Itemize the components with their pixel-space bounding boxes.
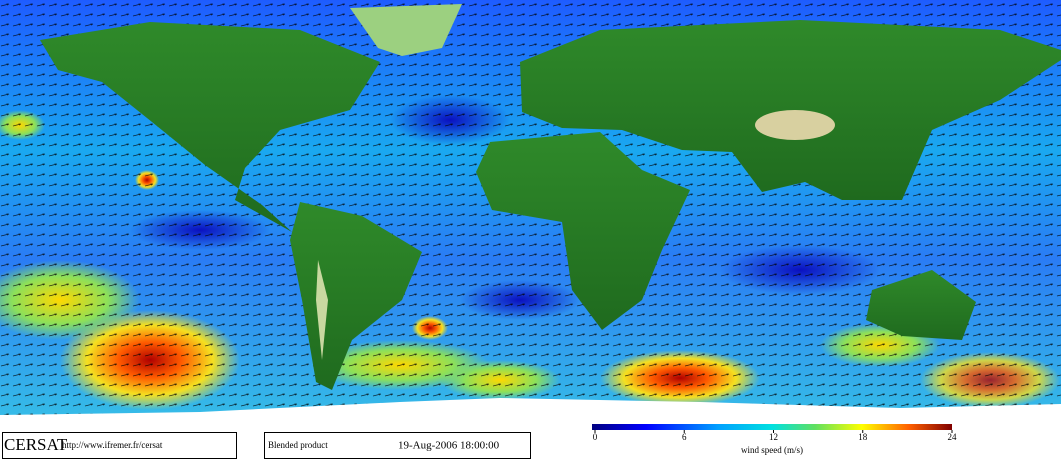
andes: [316, 260, 328, 360]
product: Blended product: [268, 440, 328, 450]
date: 19-Aug-2006 18:00:00: [398, 440, 500, 452]
logo-box: [2, 432, 237, 459]
logo: CERSAT: [4, 435, 68, 454]
colorbar: [592, 424, 952, 430]
colorbar-tick-label: 0: [593, 432, 598, 442]
greenland: [350, 4, 462, 56]
tibet: [755, 110, 835, 140]
product-box: [264, 432, 531, 459]
australia: [866, 270, 976, 340]
eurasia: [520, 20, 1061, 200]
antarctica: [0, 398, 1061, 432]
colorbar-label: wind speed (m/s): [741, 445, 803, 455]
colorbar-ticks: 0 6 12 18 24: [593, 430, 957, 442]
colorbar-tick-label: 6: [682, 432, 687, 442]
north-america: [40, 22, 380, 232]
url: http://www.ifremer.fr/cersat: [62, 440, 163, 450]
africa: [476, 132, 690, 330]
colorbar-tick-label: 18: [858, 432, 868, 442]
colorbar-tick-label: 24: [948, 432, 958, 442]
map-area: [0, 0, 1061, 432]
colorbar-tick-label: 12: [769, 432, 778, 442]
